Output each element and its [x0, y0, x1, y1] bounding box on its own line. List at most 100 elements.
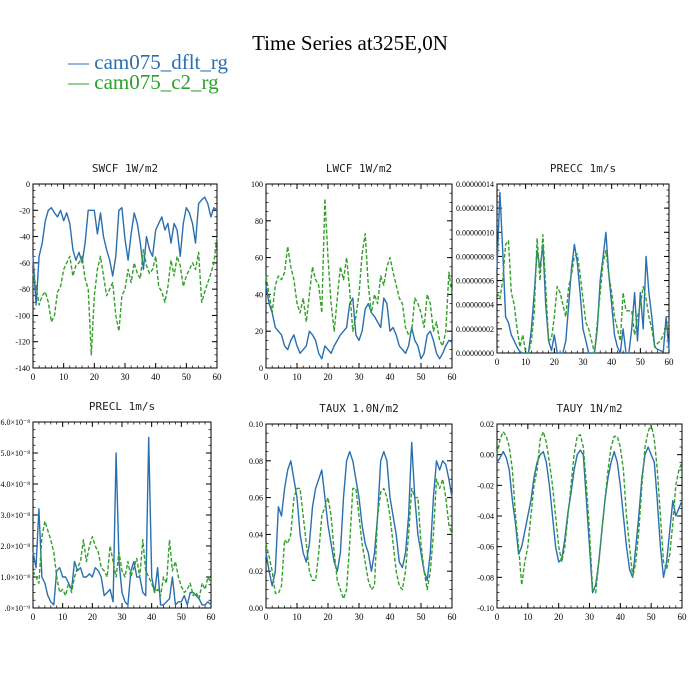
y-tick-label: 0.00000014 — [456, 180, 494, 189]
panel-4: TAUX 1.0N/m2 0 10 20 30 40 50 60 0.00 0.02 0.04 0.0… — [249, 402, 457, 622]
x-tick-label: 30 — [118, 612, 128, 622]
y-tick-label: 20 — [255, 327, 263, 336]
y-tick-label: 80 — [255, 217, 263, 226]
y-tick-label: 0.00000002 — [456, 325, 494, 334]
y-tick-label: -0.06 — [477, 543, 494, 552]
series-line-cam075_c2_rg — [496, 423, 683, 594]
y-tick-label: 0.00 — [480, 451, 494, 460]
y-tick-label: 5.0×10⁻⁸ — [0, 449, 30, 458]
y-tick-label: 0.10 — [249, 420, 263, 429]
y-tick-label: 0.00000006 — [456, 277, 494, 286]
panel-title: SWCF 1W/m2 — [92, 162, 158, 175]
y-tick-label: 0.00 — [249, 604, 263, 613]
x-tick-label: 20 — [90, 372, 100, 382]
panel-title: TAUY 1N/m2 — [556, 402, 622, 415]
x-tick-label: 50 — [647, 612, 657, 622]
y-tick-label: 0.00000000 — [456, 349, 494, 358]
series-line-cam075_c2_rg — [32, 520, 212, 600]
x-tick-label: 20 — [324, 372, 334, 382]
series-line-cam075_c2_rg — [496, 233, 670, 354]
y-tick-label: 0.00000008 — [456, 252, 494, 261]
y-tick-label: -0.10 — [477, 604, 494, 613]
x-tick-label: 60 — [448, 372, 458, 382]
x-tick-label: 10 — [293, 612, 303, 622]
legend-entry-dflt: — cam075_dflt_rg — [67, 50, 229, 74]
x-tick-label: 0 — [31, 372, 36, 382]
y-tick-label: 0.00000012 — [456, 204, 494, 213]
series-line-cam075_c2_rg — [265, 197, 453, 347]
y-tick-label: -0.04 — [477, 512, 494, 521]
x-tick-label: 0 — [495, 612, 500, 622]
y-tick-label: 60 — [255, 254, 263, 263]
x-tick-label: 0 — [264, 612, 269, 622]
x-tick-label: 10 — [58, 612, 68, 622]
y-tick-label: -120 — [15, 338, 30, 347]
y-tick-label: 0.00000004 — [456, 301, 494, 310]
x-tick-label: 20 — [88, 612, 98, 622]
x-tick-label: 40 — [616, 612, 626, 622]
series-line-cam075_dflt_rg — [265, 441, 453, 587]
y-tick-label: -40 — [19, 233, 30, 242]
x-tick-label: 0 — [264, 372, 269, 382]
y-tick-label: -0.02 — [477, 481, 494, 490]
panel-3: PRECL 1m/s 0 10 20 30 40 50 60 .0×10⁻⁹ 1.0×10⁻⁸ 2.… — [0, 400, 216, 622]
x-tick-label: 60 — [448, 612, 458, 622]
series-line-cam075_c2_rg — [265, 478, 453, 600]
series-line-cam075_dflt_rg — [496, 446, 683, 594]
x-tick-label: 10 — [521, 357, 531, 367]
y-tick-label: 0.00000010 — [456, 228, 494, 237]
x-tick-label: 60 — [207, 612, 217, 622]
x-tick-label: 30 — [121, 372, 131, 382]
x-tick-label: 60 — [665, 357, 675, 367]
y-tick-label: 0.04 — [249, 530, 263, 539]
y-tick-label: -60 — [19, 259, 30, 268]
y-tick-label: 0.08 — [249, 457, 263, 466]
x-tick-label: 20 — [324, 612, 334, 622]
y-tick-label: 3.0×10⁻⁸ — [0, 511, 30, 520]
panel-1: LWCF 1W/m2 0 10 20 30 40 50 60 0 20 40 60 80 100 — [251, 162, 457, 382]
y-tick-label: 1.0×10⁻⁸ — [0, 573, 30, 582]
x-tick-label: 60 — [678, 612, 688, 622]
x-tick-label: 50 — [417, 372, 427, 382]
x-tick-label: 30 — [585, 612, 595, 622]
figure-title: Time Series at325E,0N — [252, 31, 448, 55]
series-line-cam075_dflt_rg — [496, 191, 670, 354]
y-tick-label: 4.0×10⁻⁸ — [0, 480, 30, 489]
x-tick-label: 30 — [355, 372, 365, 382]
panel-title: LWCF 1W/m2 — [326, 162, 392, 175]
x-tick-label: 20 — [550, 357, 560, 367]
series-line-cam075_dflt_rg — [32, 436, 212, 606]
legend-entry-c2: — cam075_c2_rg — [67, 70, 219, 94]
x-tick-label: 20 — [554, 612, 564, 622]
x-tick-label: 40 — [386, 612, 396, 622]
plot-frame — [496, 423, 683, 609]
series-line-cam075_c2_rg — [32, 236, 218, 356]
panel-title: TAUX 1.0N/m2 — [319, 402, 398, 415]
x-tick-label: 50 — [417, 612, 427, 622]
panels-group: SWCF 1W/m2 0 10 20 30 40 50 60 -140 -120 -100 -80 -6… — [0, 162, 687, 622]
series-line-cam075_dflt_rg — [32, 196, 218, 306]
x-tick-label: 0 — [31, 612, 36, 622]
y-tick-label: -0.08 — [477, 573, 494, 582]
y-tick-label: 0 — [259, 364, 263, 373]
x-tick-label: 10 — [523, 612, 533, 622]
x-tick-label: 40 — [147, 612, 157, 622]
series-line-cam075_dflt_rg — [265, 285, 453, 360]
y-tick-label: -80 — [19, 285, 30, 294]
panel-5: TAUY 1N/m2 0 10 20 30 40 50 60 -0.10 -0.08 -0.06 -0… — [477, 402, 687, 622]
x-tick-label: 50 — [182, 372, 192, 382]
y-tick-label: 2.0×10⁻⁸ — [0, 542, 30, 551]
x-tick-label: 40 — [151, 372, 161, 382]
panel-title: PRECL 1m/s — [89, 400, 155, 413]
y-tick-label: 0.02 — [249, 567, 263, 576]
y-tick-label: -100 — [15, 311, 30, 320]
x-tick-label: 30 — [355, 612, 365, 622]
plot-frame — [32, 421, 212, 609]
x-tick-label: 0 — [495, 357, 500, 367]
y-tick-label: 100 — [251, 180, 263, 189]
y-tick-label: 0 — [26, 180, 30, 189]
y-tick-label: -20 — [19, 206, 30, 215]
y-tick-label: 6.0×10⁻⁸ — [0, 418, 30, 427]
x-tick-label: 40 — [386, 372, 396, 382]
x-tick-label: 50 — [636, 357, 646, 367]
